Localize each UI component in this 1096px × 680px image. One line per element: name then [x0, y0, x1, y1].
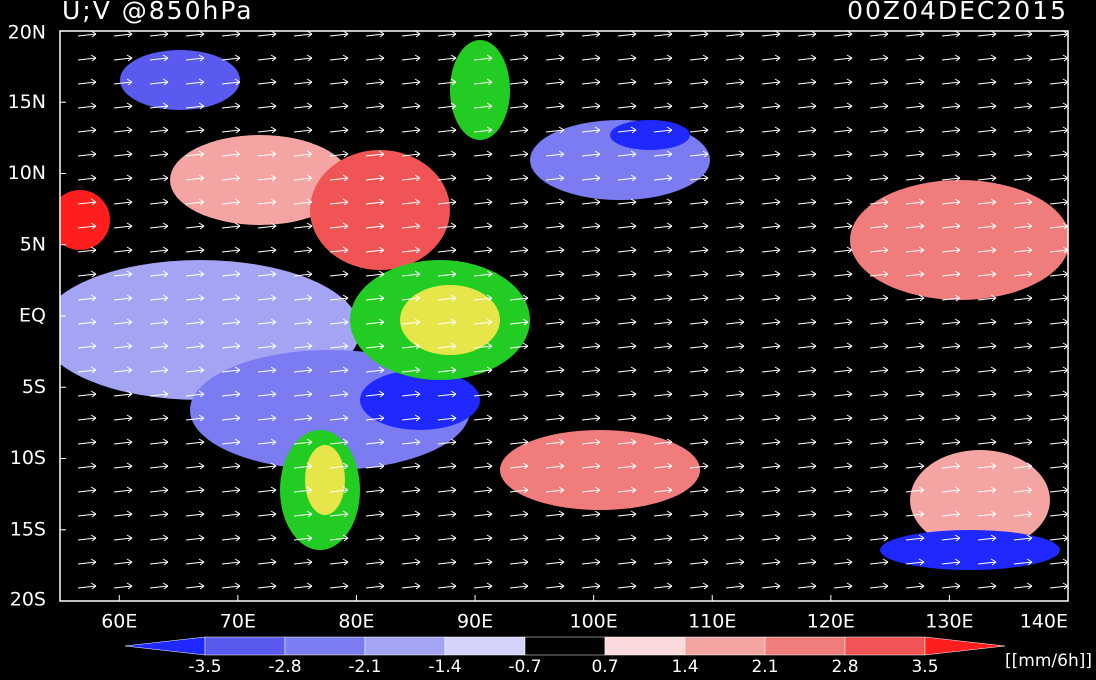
map-date: 00Z04DEC2015	[847, 0, 1068, 25]
x-tick-label: 140E	[1020, 611, 1068, 633]
x-tick-label: 60E	[101, 611, 137, 633]
colorbar-label: -2.1	[348, 657, 381, 677]
colorbar-box	[524, 636, 606, 656]
colorbar-box	[204, 636, 286, 656]
colorbar-box	[604, 636, 686, 656]
y-tick-label: 10S	[10, 447, 46, 469]
y-tick-label: 5N	[20, 233, 46, 255]
y-tick-label: 5S	[22, 376, 46, 398]
colorbar-label: -0.7	[508, 657, 541, 677]
colorbar-label: -3.5	[188, 657, 221, 677]
colorbar-lower	[124, 636, 206, 656]
x-tick-label: 80E	[338, 611, 374, 633]
colorbar-label: -2.8	[268, 657, 301, 677]
colorbar-box	[844, 636, 926, 656]
colorbar-label: 0.7	[591, 657, 618, 677]
map-field	[60, 31, 1068, 601]
colorbar-label: -1.4	[428, 657, 461, 677]
x-tick-label: 120E	[807, 611, 855, 633]
map-title: U;V @850hPa	[62, 0, 254, 25]
x-tick-label: 110E	[688, 611, 736, 633]
y-tick-label: 20N	[8, 22, 46, 44]
x-tick-label: 100E	[570, 611, 618, 633]
colorbar-label: 2.8	[831, 657, 858, 677]
colorbar-box	[764, 636, 846, 656]
colorbar-label: 2.1	[751, 657, 778, 677]
colorbar-upper	[924, 636, 1006, 656]
colorbar-box	[364, 636, 446, 656]
colorbar-box	[444, 636, 526, 656]
y-tick-label: EQ	[19, 305, 46, 327]
colorbar-box	[284, 636, 366, 656]
colorbar-label: 3.5	[911, 657, 938, 677]
colorbar-unit: [[mm/6h]]	[1005, 651, 1092, 671]
x-tick-label: 130E	[925, 611, 973, 633]
y-tick-label: 15S	[10, 518, 46, 540]
x-tick-label: 70E	[220, 611, 256, 633]
colorbar-label: 1.4	[671, 657, 698, 677]
colorbar-box	[684, 636, 766, 656]
y-tick-label: 10N	[8, 162, 46, 184]
x-tick-label: 90E	[457, 611, 493, 633]
y-tick-label: 20S	[10, 589, 46, 611]
y-tick-label: 15N	[8, 91, 46, 113]
